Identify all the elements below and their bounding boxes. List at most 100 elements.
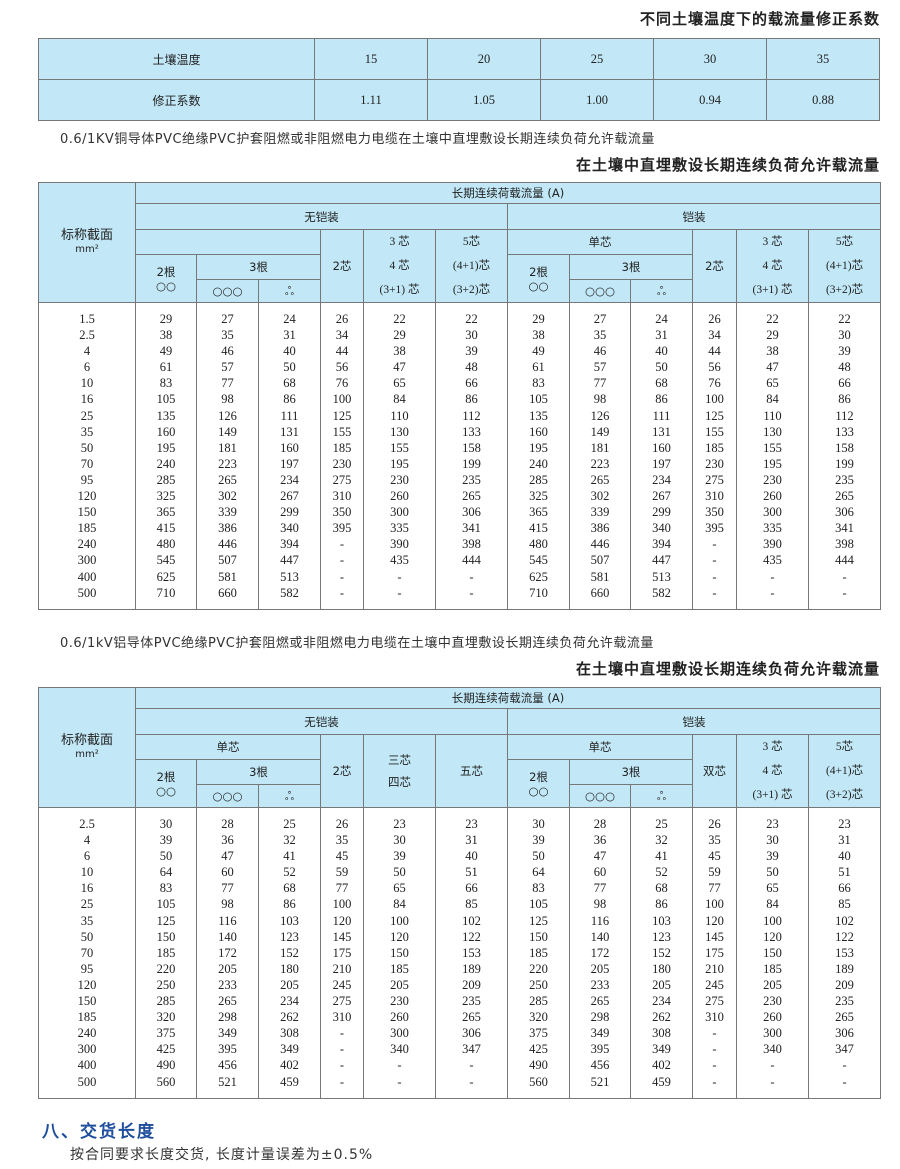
ampacity-cell: 30 <box>736 832 809 849</box>
ampacity-cell: 38 <box>736 343 809 360</box>
four-core-label: 四芯 <box>388 775 411 789</box>
table-row: 35 125 116 103 120 100 102 125 116 103 120 100 102 <box>38 912 882 929</box>
ampacity-cell: 210 <box>692 960 737 977</box>
ampacity-cell: 265 <box>435 1009 508 1026</box>
ampacity-cell: 66 <box>807 880 882 897</box>
ampacity-cell: 86 <box>258 896 321 913</box>
ampacity-cell: 395 <box>320 520 364 537</box>
ampacity-cell: 45 <box>692 848 737 865</box>
ampacity-cell: 50 <box>736 864 809 881</box>
ampacity-cell: 158 <box>435 439 508 456</box>
ampacity-cell: 350 <box>320 504 364 521</box>
ampacity-cell: - <box>320 584 364 610</box>
five-core-header-line: (4+1)芯 <box>825 765 864 777</box>
ampacity-cell: 140 <box>196 928 259 945</box>
five-core-header-line: 5芯 <box>462 236 481 248</box>
table-row: 70 240 223 197 230 195 199 240 223 197 230 195 199 <box>38 455 882 472</box>
section-heading: 八、交货长度 <box>42 1122 156 1142</box>
ampacity-cell: 34 <box>320 327 364 344</box>
ampacity-cell: 347 <box>435 1041 508 1058</box>
ampacity-cell: 185 <box>736 960 809 977</box>
ampacity-cell: 480 <box>135 536 197 553</box>
ampacity-cell: 126 <box>196 407 259 424</box>
ampacity-cell: 181 <box>569 439 631 456</box>
ampacity-cell: 275 <box>320 993 364 1010</box>
ampacity-cell: 210 <box>320 960 364 977</box>
ampacity-cell: - <box>320 1041 364 1058</box>
ampacity-cell: 335 <box>363 520 436 537</box>
ampacity-cell: 320 <box>135 1009 197 1026</box>
ampacity-cell: 308 <box>258 1025 321 1042</box>
ampacity-cell: 152 <box>258 944 321 961</box>
ampacity-cell: 123 <box>258 928 321 945</box>
ampacity-cell: 112 <box>807 407 882 424</box>
table1-caption: 0.6/1KV铜导体PVC绝缘PVC护套阻燃或非阻燃电力电缆在土壤中直埋敷设长期… <box>60 132 655 147</box>
ampacity-cell: 185 <box>507 944 570 961</box>
ampacity-cell: 39 <box>807 343 882 360</box>
two-roots-header: 2根 ○○ <box>135 759 197 808</box>
cross-section-cell: 70 <box>38 455 136 472</box>
ampacity-cell: 195 <box>736 455 809 472</box>
ampacity-cell: 265 <box>569 471 631 489</box>
five-core-header-line: (4+1)芯 <box>825 260 864 272</box>
ampacity-cell: 86 <box>807 391 882 408</box>
table-row: 2.5 30 28 25 26 23 23 30 28 25 26 23 23 <box>38 807 882 833</box>
ampacity-cell: 100 <box>320 391 364 408</box>
ampacity-cell: 395 <box>196 1041 259 1058</box>
table-row: 500 560 521 459- - -560 521 459- - - <box>38 1073 882 1099</box>
ampacity-cell: 26 <box>692 302 737 328</box>
ampacity-cell: 306 <box>435 504 508 521</box>
ampacity-cell: 83 <box>507 880 570 897</box>
ampacity-cell: 44 <box>320 343 364 360</box>
cross-section-cell: 240 <box>38 536 136 553</box>
cross-section-cell: 185 <box>38 520 136 537</box>
ampacity-cell: 230 <box>736 993 809 1010</box>
ampacity-cell: 197 <box>258 455 321 472</box>
ampacity-cell: - <box>807 584 882 610</box>
ampacity-cell: 233 <box>569 976 631 994</box>
ampacity-cell: 581 <box>196 568 259 585</box>
ampacity-cell: 306 <box>807 504 882 521</box>
ampacity-cell: 195 <box>507 439 570 456</box>
ampacity-cell: 30 <box>363 832 436 849</box>
ampacity-cell: 86 <box>630 896 693 913</box>
ampacity-cell: - <box>363 1073 436 1099</box>
ampacity-cell: 394 <box>258 536 321 553</box>
table-row: 240 375 349 308-300 306 375 349 308-300 306 <box>38 1025 882 1042</box>
ampacity-cell: 86 <box>630 391 693 408</box>
ampacity-cell: 120 <box>736 928 809 945</box>
two-core-header: 2芯 <box>692 229 737 303</box>
three-core-header: 3 芯 4 芯 (3+1) 芯 <box>363 229 436 303</box>
ampacity-cell: 341 <box>807 520 882 537</box>
ampacity-cell: 77 <box>320 880 364 897</box>
ampacity-cell: 145 <box>320 928 364 945</box>
three-core-header: 3 芯 4 芯 (3+1) 芯 <box>736 734 809 808</box>
ampacity-cell: 181 <box>196 439 259 456</box>
ampacity-cell: 155 <box>692 423 737 440</box>
ampacity-cell: 459 <box>258 1073 321 1099</box>
two-roots-header: 2根 ○○ <box>507 759 570 808</box>
ampacity-cell: 155 <box>320 423 364 440</box>
ampacity-cell: 112 <box>435 407 508 424</box>
five-core-header-line: 5芯 <box>835 741 854 753</box>
ampacity-cell: 298 <box>569 1009 631 1026</box>
ampacity-cell: 710 <box>507 584 570 610</box>
table-row: 95 220 205 180 210 185 189 220 205 180 210 185 189 <box>38 960 882 977</box>
ampacity-cell: 133 <box>435 423 508 440</box>
ampacity-cell: 25 <box>630 807 693 833</box>
three-roots-header: 3根 <box>569 759 693 785</box>
table-row: 400 625 581 513- - -625 581 513- - - <box>38 568 882 585</box>
row-label: 修正系数 <box>38 79 315 121</box>
ampacity-cell: 398 <box>807 536 882 553</box>
ampacity-cell: 29 <box>363 327 436 344</box>
three-core-header-line: 3 芯 <box>389 236 410 248</box>
five-core-header: 5芯 (4+1)芯 (3+2)芯 <box>807 734 882 808</box>
ampacity-cell: 57 <box>196 359 259 376</box>
ampacity-cell: 341 <box>435 520 508 537</box>
ampacity-cell: 172 <box>569 944 631 961</box>
ampacity-cell: 35 <box>196 327 259 344</box>
ampacity-cell: 76 <box>320 375 364 392</box>
ampacity-cell: 398 <box>435 536 508 553</box>
ampacity-cell: 265 <box>807 1009 882 1026</box>
table2-ampacity-table: 标称截面 mm² 长期连续荷载流量 (A) 无铠装 铠装 单芯 2芯 三芯 四芯 五芯 单芯 双芯 3 … <box>38 687 882 1099</box>
